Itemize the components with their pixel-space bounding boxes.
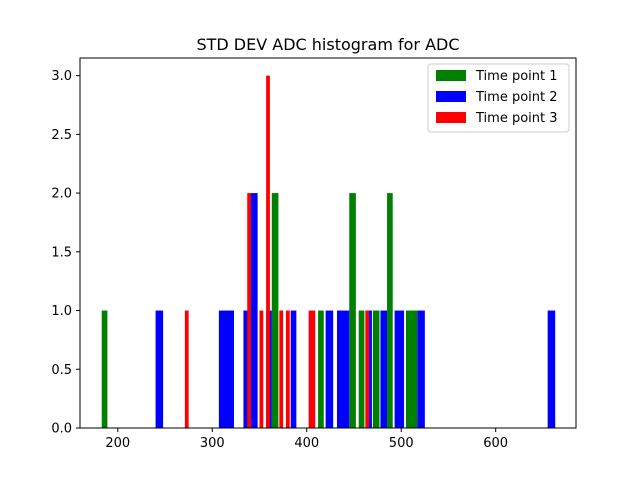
bar-series2-4 [251,193,258,428]
y-tick-label: 2.5 [51,128,72,143]
bar-series1-5 [358,310,365,428]
bar-series1-8 [405,310,418,428]
y-tick-label: 1.5 [51,245,72,260]
bar-series3-1 [184,310,189,428]
bars-group [101,75,556,428]
legend-swatch [436,91,466,102]
legend-label: Time point 1 [475,69,558,84]
bar-series2-8 [336,310,350,428]
bar-series1-3 [318,310,324,428]
legend-label: Time point 3 [475,111,558,126]
y-tick-label: 1.0 [51,304,72,319]
bar-series3-3 [259,310,264,428]
bar-series2-11 [394,310,405,428]
bar-series1-2 [271,193,279,428]
chart-title: STD DEV ADC histogram for ADC [196,35,459,54]
bar-series2-3 [243,310,250,428]
bar-series3-6 [285,310,290,428]
bar-series1-7 [387,193,393,428]
bar-series2-13 [547,310,556,428]
bar-series3-2 [247,193,252,428]
bar-series1-4 [349,193,356,428]
bar-series1-1 [101,310,108,428]
y-tick-label: 0.5 [51,363,72,378]
x-tick-label: 300 [200,436,225,451]
bar-series2-2 [218,310,234,428]
x-tick-label: 600 [483,436,508,451]
bar-series2-6 [290,310,297,428]
x-tick-label: 500 [389,436,414,451]
y-tick-label: 3.0 [51,69,72,84]
bar-series3-8 [365,310,370,428]
bar-series3-4 [266,75,270,428]
bar-series1-6 [372,310,380,428]
x-tick-label: 400 [294,436,319,451]
plot-frame [79,57,577,429]
legend: Time point 1 Time point 2 Time point 3 [427,63,570,133]
y-axis: 0.0 0.5 1.0 1.5 2.0 2.5 3.0 [51,69,80,437]
bar-series2-1 [155,310,164,428]
legend-label: Time point 2 [475,90,558,105]
bar-series3-7 [308,310,316,428]
legend-swatch [436,70,466,81]
bar-series3-5 [279,310,284,428]
y-tick-label: 0.0 [51,422,72,437]
bar-series2-10 [380,310,388,428]
legend-swatch [436,112,466,123]
x-axis: 200 300 400 500 600 [105,428,508,451]
bar-series2-7 [325,310,334,428]
y-tick-label: 2.0 [51,187,72,202]
x-tick-label: 200 [105,436,130,451]
bar-series2-12 [417,310,425,428]
